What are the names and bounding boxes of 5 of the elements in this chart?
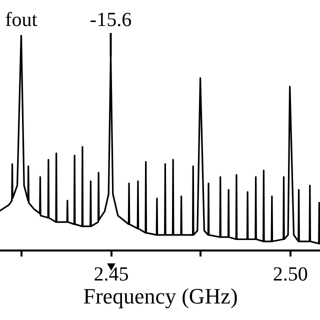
annotation: -15.6 (90, 9, 132, 31)
annotation: fout (5, 9, 38, 31)
x-axis-title: Frequency (GHz) (83, 284, 238, 308)
x-tick-label: 2.45 (94, 264, 129, 286)
x-tick-label: 2.50 (272, 264, 308, 286)
